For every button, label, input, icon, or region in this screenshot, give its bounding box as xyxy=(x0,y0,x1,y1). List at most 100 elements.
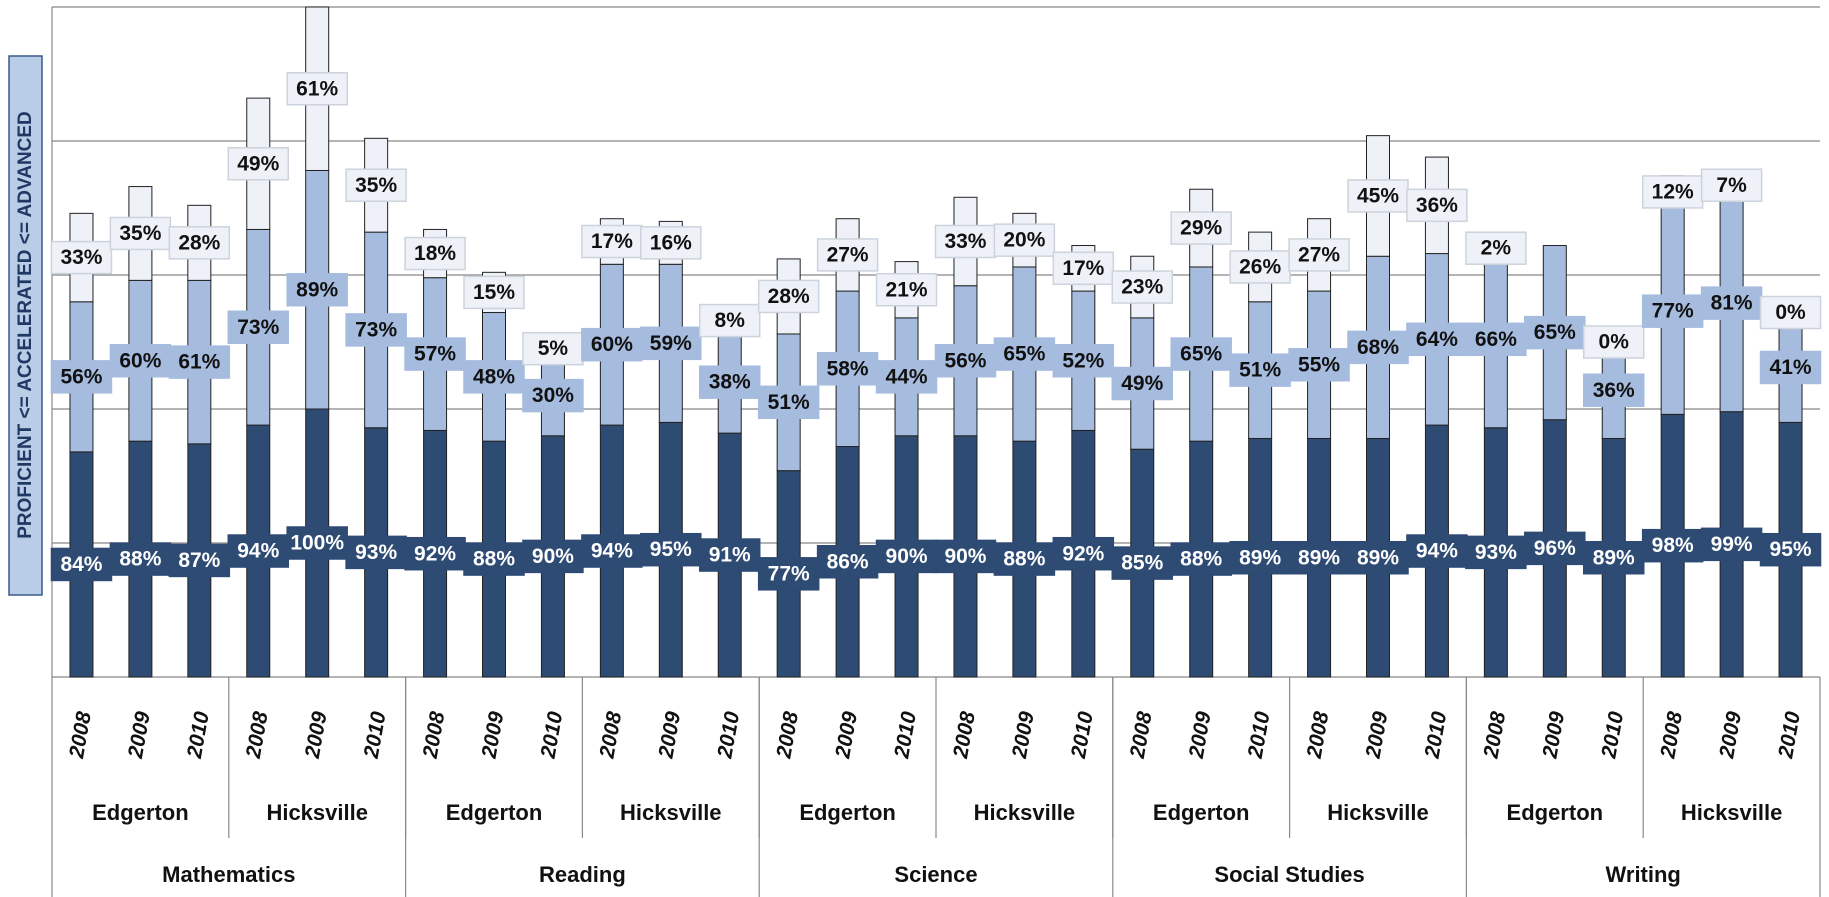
value-label: 15% xyxy=(473,281,515,304)
value-label: 91% xyxy=(709,544,751,567)
value-label-box xyxy=(522,539,584,574)
value-label: 87% xyxy=(178,549,220,572)
x-tick-label: 2010 xyxy=(890,710,921,761)
group-label: Hicksville xyxy=(974,800,1076,825)
value-label: 95% xyxy=(650,538,692,561)
value-label: 84% xyxy=(60,553,102,576)
value-label-box xyxy=(816,545,879,579)
value-label-box xyxy=(1052,344,1115,378)
value-label-box xyxy=(109,344,172,378)
value-label: 86% xyxy=(827,550,869,573)
value-label-box xyxy=(698,538,761,572)
value-label: 81% xyxy=(1711,292,1753,315)
supergroup-label: Social Studies xyxy=(1214,862,1364,887)
value-label-box xyxy=(875,360,938,394)
value-label: 48% xyxy=(473,365,515,388)
value-label-box xyxy=(640,326,702,361)
value-label-box xyxy=(698,365,761,399)
value-label-box xyxy=(109,542,172,576)
value-label-box xyxy=(1641,175,1704,209)
value-label-box xyxy=(1111,366,1174,401)
value-label: 57% xyxy=(414,343,456,366)
value-label-box xyxy=(286,526,348,560)
value-label-box xyxy=(1524,315,1586,350)
value-label-box xyxy=(816,238,879,272)
value-label: 5% xyxy=(538,337,569,360)
value-label: 58% xyxy=(827,357,869,380)
value-label-box xyxy=(1229,250,1291,284)
value-label-box xyxy=(168,345,231,379)
x-tick-label: 2010 xyxy=(1067,710,1098,761)
x-tick-label: 2010 xyxy=(713,710,744,761)
value-label-box xyxy=(1111,270,1174,304)
value-label: 98% xyxy=(1652,534,1694,557)
value-label-box xyxy=(227,147,290,181)
value-label: 66% xyxy=(1475,328,1517,351)
value-label: 0% xyxy=(1599,331,1630,354)
value-label-box xyxy=(1347,330,1409,365)
value-label: 77% xyxy=(1652,300,1694,323)
value-label-box xyxy=(640,226,702,260)
x-tick-label: 2009 xyxy=(478,710,509,761)
value-label-box xyxy=(463,360,525,394)
value-label-box xyxy=(1170,542,1232,576)
value-label-box xyxy=(1759,350,1822,385)
value-label: 21% xyxy=(886,278,928,301)
supergroup-label: Writing xyxy=(1606,862,1681,887)
value-label: 89% xyxy=(1298,546,1340,569)
value-label-box xyxy=(463,275,525,310)
value-label: 44% xyxy=(886,365,928,388)
x-tick-label: 2008 xyxy=(949,710,980,761)
value-label-box xyxy=(227,310,290,345)
value-label: 20% xyxy=(1003,229,1045,252)
value-label: 73% xyxy=(355,318,397,341)
group-label: Edgerton xyxy=(92,800,189,825)
value-label-box xyxy=(345,168,407,202)
x-tick-label: 2010 xyxy=(1774,710,1805,761)
value-label: 30% xyxy=(532,384,574,407)
value-label: 93% xyxy=(1475,541,1517,564)
group-label: Edgerton xyxy=(446,800,543,825)
x-tick-label: 2009 xyxy=(1008,710,1039,761)
value-label: 65% xyxy=(1003,343,1045,366)
value-label: 85% xyxy=(1121,552,1163,575)
value-label-box xyxy=(1170,337,1232,371)
value-label: 94% xyxy=(1416,540,1458,563)
value-label: 0% xyxy=(1775,301,1806,324)
value-label-box xyxy=(1582,540,1645,575)
value-label-box xyxy=(404,236,466,271)
value-label: 35% xyxy=(355,174,397,197)
value-label: 23% xyxy=(1121,276,1163,299)
value-label: 90% xyxy=(944,545,986,568)
value-label-box xyxy=(934,224,997,259)
value-label-box xyxy=(1229,353,1291,387)
value-label: 92% xyxy=(414,542,456,565)
value-label-box xyxy=(993,223,1056,257)
value-label-box xyxy=(286,71,348,106)
value-label: 64% xyxy=(1416,328,1458,351)
value-label: 27% xyxy=(1298,243,1340,266)
supergroup-label: Mathematics xyxy=(162,862,295,887)
x-tick-label: 2008 xyxy=(242,710,273,761)
value-label-box xyxy=(757,557,820,591)
value-label: 61% xyxy=(178,351,220,374)
group-label: Hicksville xyxy=(266,800,368,825)
value-label-box xyxy=(1582,373,1645,407)
value-label: 38% xyxy=(709,371,751,394)
value-label: 60% xyxy=(591,333,633,356)
value-label-box xyxy=(50,240,113,275)
x-tick-label: 2008 xyxy=(1303,710,1334,761)
value-label-box xyxy=(698,303,761,338)
value-label: 77% xyxy=(768,562,810,585)
group-label: Hicksville xyxy=(620,800,722,825)
value-label: 16% xyxy=(650,231,692,254)
value-label-box xyxy=(1288,540,1350,575)
value-label-box xyxy=(581,534,643,568)
x-tick-label: 2008 xyxy=(1656,710,1687,761)
value-label-box xyxy=(1170,211,1232,245)
value-label-box xyxy=(1524,531,1586,566)
group-label: Hicksville xyxy=(1681,800,1783,825)
value-label: 18% xyxy=(414,242,456,265)
value-label-box xyxy=(50,547,113,582)
